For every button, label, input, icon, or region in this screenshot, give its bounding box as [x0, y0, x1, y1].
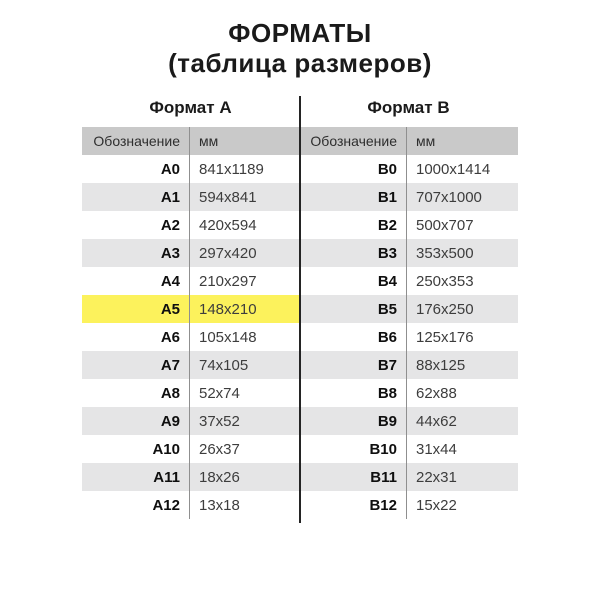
table-row: B0 1000x1414 — [299, 155, 518, 183]
format-size-mm: 44x62 — [416, 412, 457, 430]
format-size-mm: 500x707 — [416, 216, 474, 234]
format-size-mm: 26x37 — [199, 440, 240, 458]
format-size-mm: 176x250 — [416, 300, 474, 318]
format-designation: A4 — [82, 267, 190, 295]
mm-column-header: мм — [199, 133, 219, 149]
format-designation: A2 — [82, 211, 190, 239]
format-designation: A6 — [82, 323, 190, 351]
table-row: A6 105x148 — [82, 323, 299, 351]
table-row: A8 52x74 — [82, 379, 299, 407]
format-size-mm: 1000x1414 — [416, 160, 491, 178]
table-row: B12 15x22 — [299, 491, 518, 519]
format-size-mm: 105x148 — [199, 328, 257, 346]
table-row: B10 31x44 — [299, 435, 518, 463]
table-row: B11 22x31 — [299, 463, 518, 491]
format-designation: B12 — [299, 491, 407, 519]
format-size-mm: 841x1189 — [199, 160, 264, 178]
format-size-mm: 74x105 — [199, 356, 249, 374]
table-vertical-divider — [299, 96, 301, 523]
table-row: B1 707x1000 — [299, 183, 518, 211]
format-size-mm: 52x74 — [199, 384, 240, 402]
format-size-mm: 13x18 — [199, 496, 240, 514]
format-b-rows: B0 1000x1414 B1 707x1000 B2 500x707 B3 353x500 B… — [299, 155, 518, 519]
table-row: B7 88x125 — [299, 351, 518, 379]
format-size-mm: 88x125 — [416, 356, 466, 374]
format-designation: A10 — [82, 435, 190, 463]
table-row: A11 18x26 — [82, 463, 299, 491]
table-row: A2 420x594 — [82, 211, 299, 239]
format-designation: B6 — [299, 323, 407, 351]
table-row: A12 13x18 — [82, 491, 299, 519]
table-row: B3 353x500 — [299, 239, 518, 267]
format-b-table: Формат B Обозначение мм B0 1000x1414 B1 707… — [299, 96, 518, 519]
format-size-mm: 18x26 — [199, 468, 240, 486]
format-designation: A9 — [82, 407, 190, 435]
format-designation: A5 — [82, 295, 190, 323]
table-row: B4 250x353 — [299, 267, 518, 295]
table-row: A5 148x210 — [82, 295, 299, 323]
format-designation: A0 — [82, 155, 190, 183]
format-designation: B9 — [299, 407, 407, 435]
format-size-mm: 210x297 — [199, 272, 257, 290]
format-a-title: Формат А — [149, 98, 232, 117]
format-designation: B11 — [299, 463, 407, 491]
format-designation: B8 — [299, 379, 407, 407]
format-size-mm: 37x52 — [199, 412, 240, 430]
table-row: A4 210x297 — [82, 267, 299, 295]
format-size-mm: 707x1000 — [416, 188, 482, 206]
table-row: A9 37x52 — [82, 407, 299, 435]
format-designation: B7 — [299, 351, 407, 379]
format-designation: A8 — [82, 379, 190, 407]
designation-column-header: Обозначение — [82, 127, 190, 155]
format-a-rows: A0 841x1189 A1 594x841 A2 420x594 A3 297x420 A4 2… — [82, 155, 299, 519]
table-row: A1 594x841 — [82, 183, 299, 211]
table-row: B6 125x176 — [299, 323, 518, 351]
format-size-mm: 420x594 — [199, 216, 257, 234]
table-row: A10 26x37 — [82, 435, 299, 463]
format-designation: B10 — [299, 435, 407, 463]
table-row: A3 297x420 — [82, 239, 299, 267]
format-a-header-row: Обозначение мм — [82, 127, 299, 155]
format-designation: B3 — [299, 239, 407, 267]
format-size-mm: 15x22 — [416, 496, 457, 514]
format-b-header-row: Обозначение мм — [299, 127, 518, 155]
page-title: ФОРМАТЫ (таблица размеров) — [0, 18, 600, 78]
page-title-line2: (таблица размеров) — [168, 48, 432, 78]
format-size-mm: 148x210 — [199, 300, 257, 318]
format-designation: B4 — [299, 267, 407, 295]
format-designation: A7 — [82, 351, 190, 379]
format-size-mm: 125x176 — [416, 328, 474, 346]
table-row: B9 44x62 — [299, 407, 518, 435]
format-designation: A1 — [82, 183, 190, 211]
format-designation: A3 — [82, 239, 190, 267]
format-size-mm: 22x31 — [416, 468, 457, 486]
format-designation: B1 — [299, 183, 407, 211]
format-designation: B0 — [299, 155, 407, 183]
format-designation: A12 — [82, 491, 190, 519]
format-a-table: Формат А Обозначение мм A0 841x1189 A1 594x… — [82, 96, 299, 519]
mm-column-header: мм — [416, 133, 436, 149]
format-size-mm: 353x500 — [416, 244, 474, 262]
page-title-line1: ФОРМАТЫ — [228, 18, 372, 48]
format-designation: B5 — [299, 295, 407, 323]
table-row: A0 841x1189 — [82, 155, 299, 183]
format-size-mm: 62x88 — [416, 384, 457, 402]
table-row: B5 176x250 — [299, 295, 518, 323]
table-row: B2 500x707 — [299, 211, 518, 239]
size-tables: Формат А Обозначение мм A0 841x1189 A1 594x… — [82, 96, 520, 523]
table-row: A7 74x105 — [82, 351, 299, 379]
format-designation: A11 — [82, 463, 190, 491]
designation-column-header: Обозначение — [299, 127, 407, 155]
table-row: B8 62x88 — [299, 379, 518, 407]
format-b-title: Формат B — [367, 98, 450, 117]
format-size-mm: 297x420 — [199, 244, 257, 262]
format-size-mm: 31x44 — [416, 440, 457, 458]
format-size-mm: 594x841 — [199, 188, 257, 206]
format-size-mm: 250x353 — [416, 272, 474, 290]
format-designation: B2 — [299, 211, 407, 239]
